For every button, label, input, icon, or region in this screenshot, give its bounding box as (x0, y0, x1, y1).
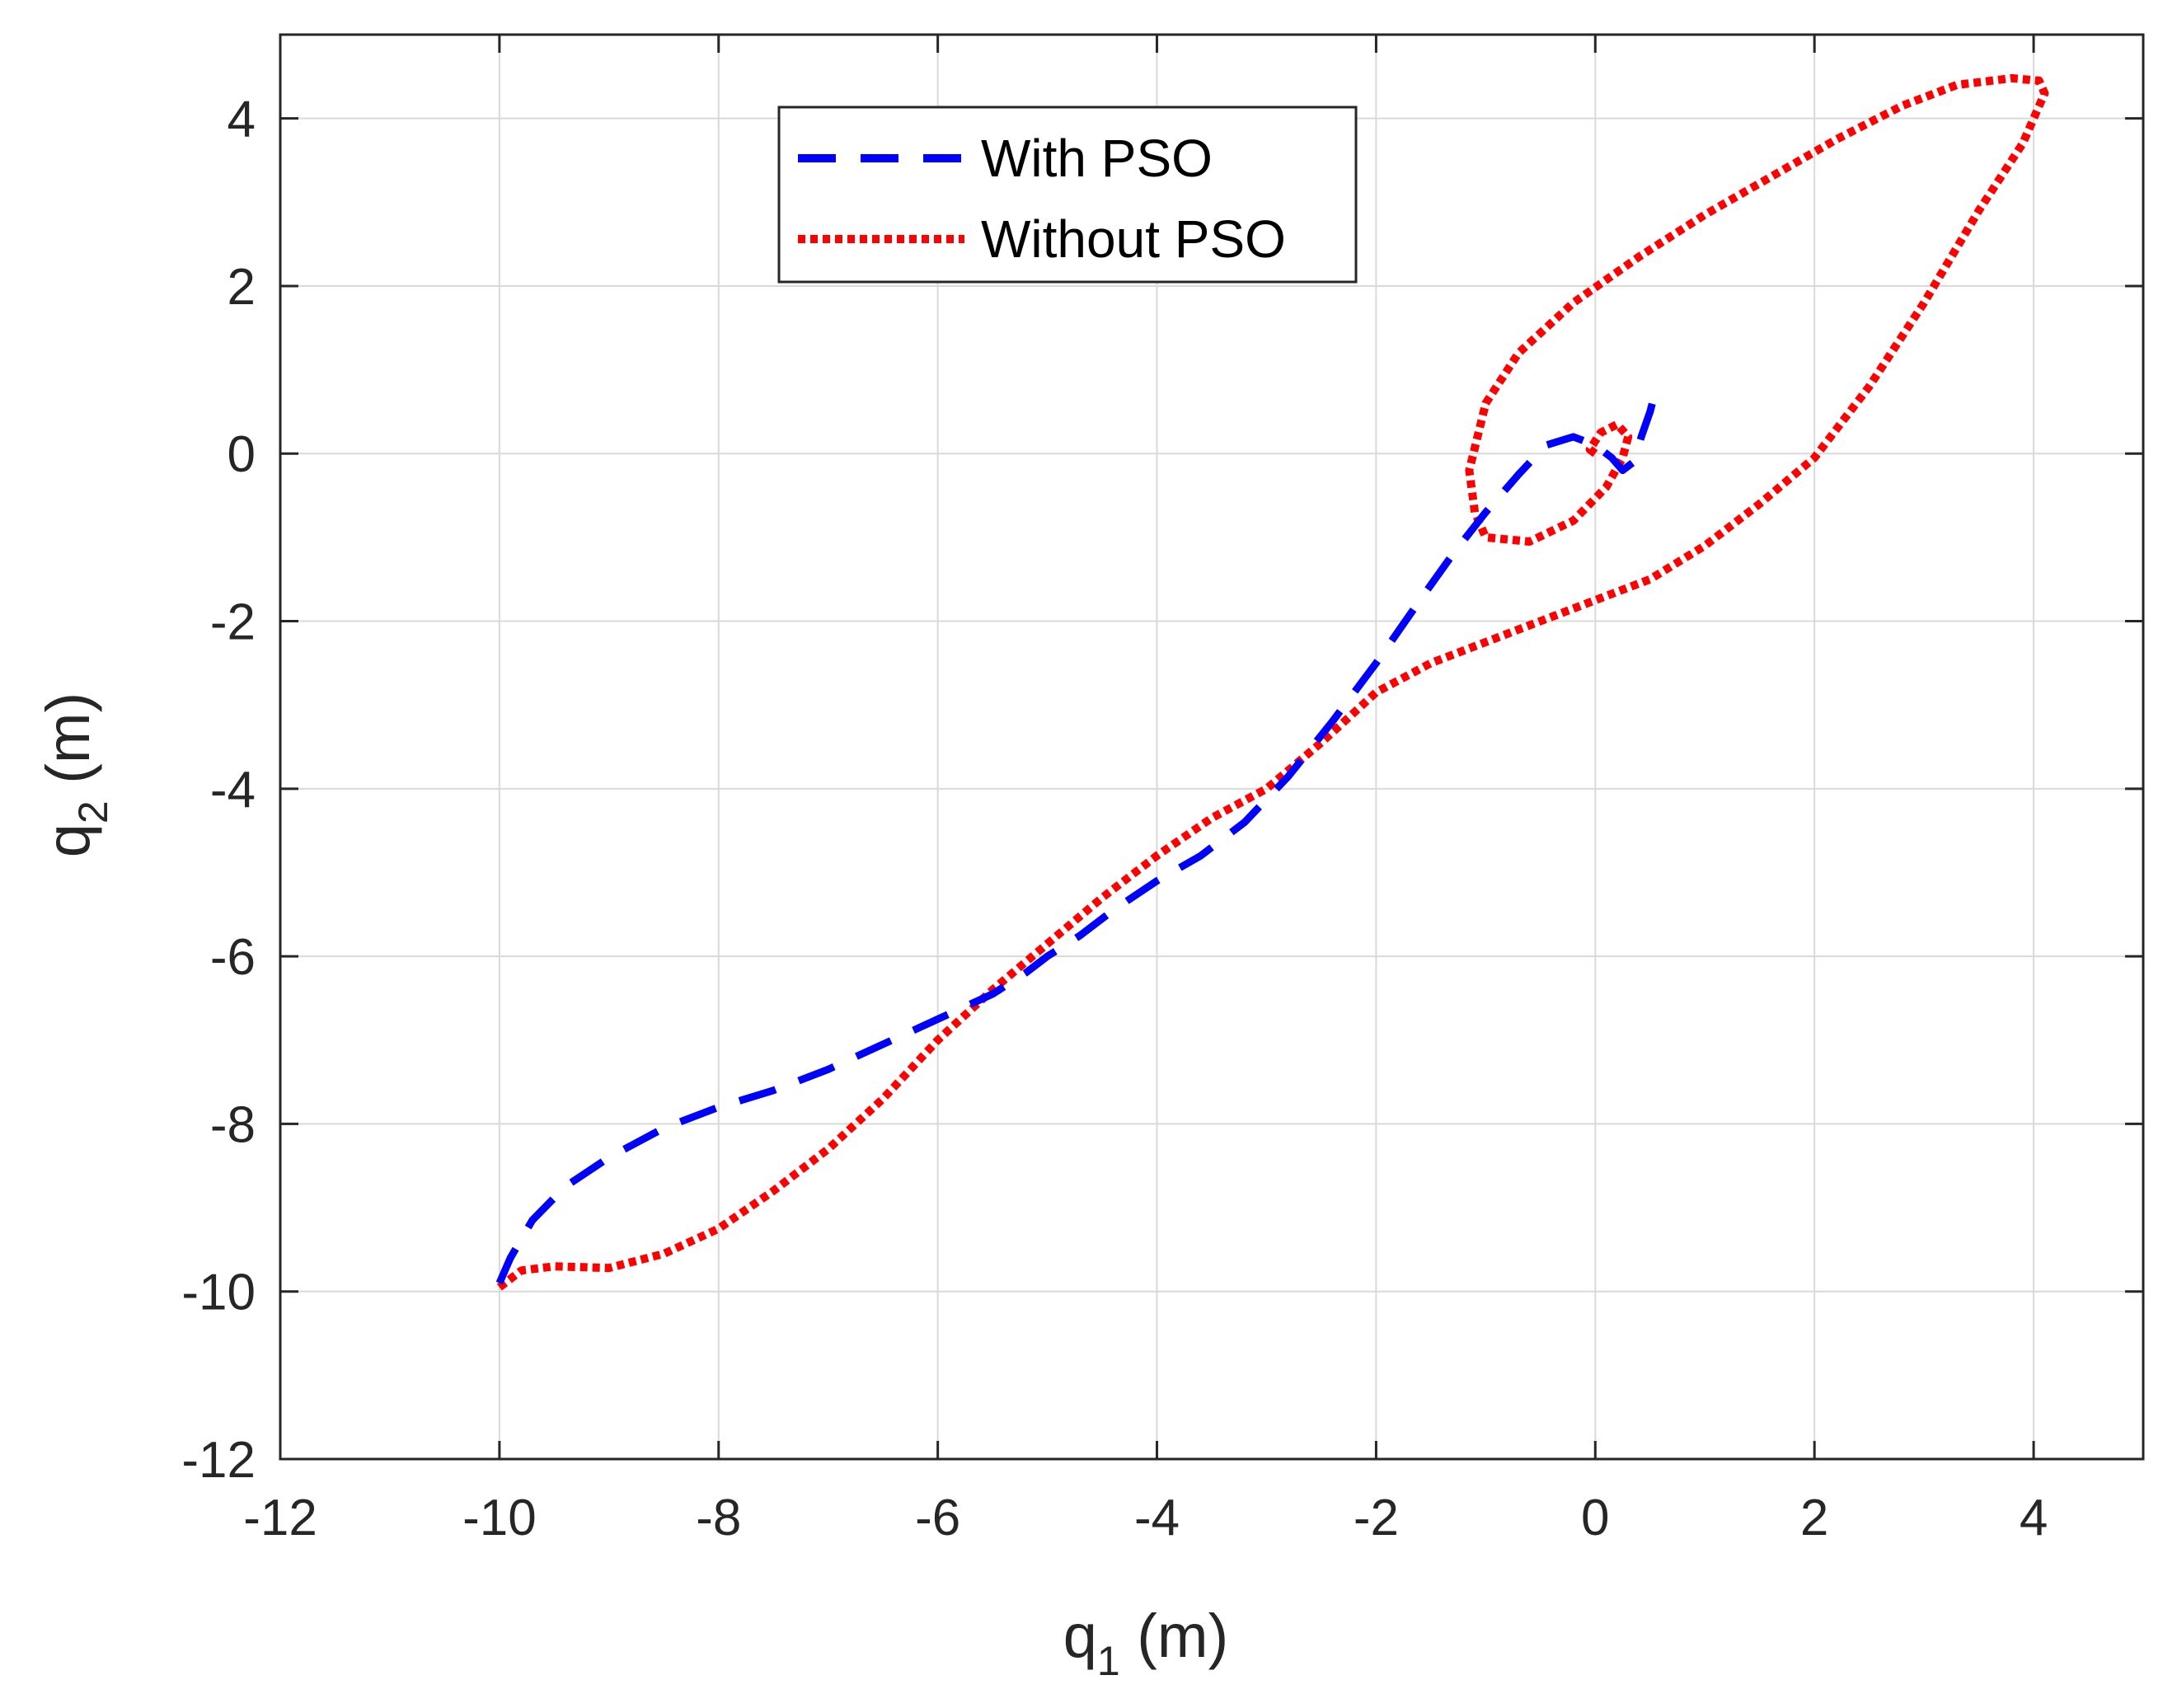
y-tick-label: 2 (228, 259, 256, 316)
legend: With PSO Without PSO (777, 106, 1358, 284)
x-tick-label: -4 (1134, 1490, 1180, 1546)
plot-area-frame (279, 33, 2145, 1461)
x-tick-label: 0 (1581, 1490, 1609, 1546)
y-tick-label: 4 (228, 92, 256, 148)
y-tick-label: -2 (210, 594, 256, 651)
x-axis-label-main: q (1063, 1602, 1097, 1670)
y-tick-label: -10 (181, 1265, 256, 1321)
series-layer (495, 73, 2049, 1291)
x-tick-label: -12 (243, 1490, 317, 1546)
y-tick-label: -12 (181, 1432, 256, 1489)
y-tick-label: -4 (210, 762, 256, 819)
x-tick-label: -8 (696, 1490, 741, 1546)
x-axis-label-subscript: 1 (1097, 1638, 1120, 1684)
tick-labels: -12 -10 -8 -6 -4 -2 0 2 4 -12 -10 -8 -6 -4 -2 0 2 4 (181, 92, 2048, 1546)
y-axis-label-main: q (34, 824, 102, 857)
y-tick-label: 0 (228, 426, 256, 483)
y-axis-label: q2 (m) (34, 692, 116, 857)
x-tick-label: -10 (462, 1490, 537, 1546)
x-axis-label: q1 (m) (1063, 1602, 1228, 1684)
series-line-without-pso (496, 73, 2049, 1291)
y-axis-label-subscript: 2 (70, 800, 116, 824)
x-axis-label-unit: (m) (1120, 1602, 1229, 1670)
legend-label-with-pso: With PSO (981, 129, 1213, 188)
x-tick-label: 4 (2020, 1490, 2048, 1546)
series-line-with-pso (495, 381, 1663, 1285)
y-tick-label: -6 (210, 929, 256, 986)
axes (279, 33, 2145, 1461)
legend-box (777, 106, 1358, 284)
legend-label-without-pso: Without PSO (981, 209, 1286, 269)
x-tick-label: 2 (1800, 1490, 1828, 1546)
y-axis-label-unit: (m) (34, 692, 102, 801)
x-tick-label: -6 (915, 1490, 960, 1546)
y-tick-label: -8 (210, 1096, 256, 1153)
x-tick-label: -2 (1354, 1490, 1399, 1546)
